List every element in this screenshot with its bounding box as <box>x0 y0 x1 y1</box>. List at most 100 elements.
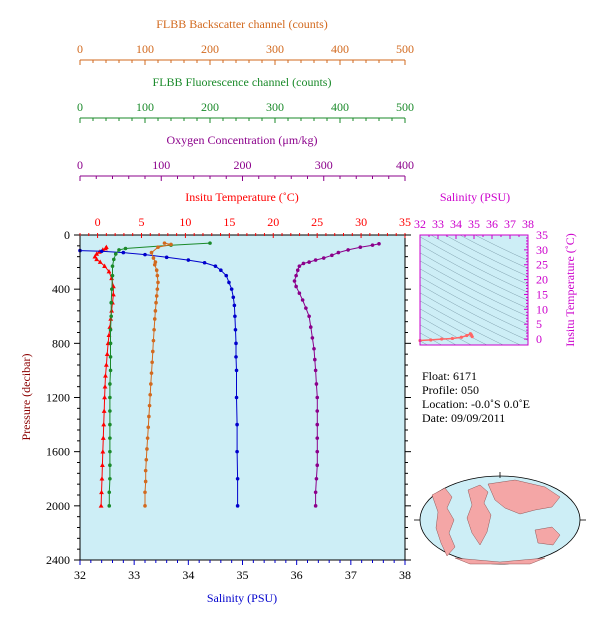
salinity-tick-label: 37 <box>345 568 357 582</box>
salinity-point <box>143 252 147 257</box>
backscatter-point <box>143 504 147 508</box>
fluorescence-point <box>113 252 118 256</box>
temperature-point <box>101 408 107 413</box>
oxygen-point <box>330 253 334 258</box>
oxygen-point <box>297 291 302 296</box>
salinity-profile-line <box>79 250 239 506</box>
salinity-tick-label: 34 <box>182 568 194 582</box>
oxygen-point <box>312 346 316 351</box>
oxygen-point <box>358 245 363 249</box>
backscatter-tick-label: 0 <box>77 42 83 56</box>
oxygen-point <box>307 260 311 264</box>
oxygen-point <box>294 273 298 278</box>
fluorescence-point <box>108 395 112 400</box>
salinity-point <box>202 260 207 265</box>
profile-label: Profile: 050 <box>422 383 479 397</box>
main-plot-background <box>80 235 405 560</box>
fluorescence-point <box>108 409 112 413</box>
salinity-point <box>164 255 169 260</box>
backscatter-point <box>149 250 154 255</box>
salinity-point <box>233 314 237 319</box>
salinity-point <box>235 449 239 454</box>
backscatter-point <box>152 262 157 267</box>
backscatter-point <box>149 382 153 386</box>
fluorescence-point <box>110 264 115 268</box>
temperature-point <box>100 449 106 454</box>
fluorescence-tick-label: 500 <box>396 100 414 114</box>
pressure-tick-label: 2400 <box>46 553 70 567</box>
salinity-tick-label: 35 <box>237 568 249 582</box>
fluorescence-point <box>108 449 112 454</box>
fluorescence-point <box>108 476 112 481</box>
backscatter-point <box>153 309 158 313</box>
ts-density-contour <box>444 235 528 277</box>
fluorescence-point <box>109 300 113 305</box>
backscatter-point <box>152 317 157 321</box>
oxygen-point <box>346 248 350 252</box>
ts-temperature-tick-label: 5 <box>536 317 542 331</box>
salinity-axis-title: Salinity (PSU) <box>207 591 277 605</box>
ts-salinity-tick-label: 37 <box>504 217 516 231</box>
fluorescence-point <box>108 368 113 373</box>
backscatter-point <box>156 280 160 285</box>
fluorescence-tick-label: 0 <box>77 100 83 114</box>
salinity-point <box>234 355 238 359</box>
backscatter-point <box>152 327 156 332</box>
backscatter-axis-title: FLBB Backscatter channel (counts) <box>156 17 328 31</box>
pressure-tick-label: 2000 <box>46 499 70 513</box>
oxygen-profile-line <box>293 243 380 506</box>
ts-temperature-tick-label: 0 <box>536 332 542 346</box>
oxygen-point <box>315 395 320 400</box>
oxygen-point <box>313 258 318 262</box>
temperature-point <box>103 373 108 378</box>
backscatter-tick-label: 300 <box>266 42 284 56</box>
backscatter-point <box>154 300 158 305</box>
backscatter-point <box>143 479 148 484</box>
salinity-point <box>235 476 240 481</box>
ts-point <box>470 335 474 339</box>
salinity-point <box>121 250 126 255</box>
fluorescence-tick-label: 200 <box>201 100 219 114</box>
fluorescence-point <box>110 287 114 291</box>
ts-density-contour <box>420 260 528 317</box>
oxygen-point <box>300 298 305 302</box>
temperature-point <box>102 384 108 389</box>
temperature-point <box>99 489 104 495</box>
fluorescence-point <box>108 341 113 346</box>
temperature-point <box>99 462 105 468</box>
world-map <box>414 472 586 565</box>
temperature-tick-label: 25 <box>311 215 323 229</box>
oxygen-point <box>315 409 320 413</box>
ts-temperature-tick-label: 35 <box>536 228 548 242</box>
temperature-point <box>103 245 108 251</box>
fluorescence-point <box>108 436 112 440</box>
salinity-point <box>213 264 218 268</box>
ts-point <box>440 337 444 341</box>
ts-point <box>429 338 433 342</box>
pressure-axis-title: Pressure (decibar) <box>19 354 33 441</box>
ts-salinity-tick-label: 32 <box>414 217 426 231</box>
backscatter-point <box>145 436 150 440</box>
oxygen-point <box>336 250 341 255</box>
oxygen-axis-title: Oxygen Concentration (μm/kg) <box>166 133 317 147</box>
world-map-antarctica <box>454 557 546 565</box>
fluorescence-axis-title: FLBB Fluorescence channel (counts) <box>153 75 332 89</box>
oxygen-point <box>314 476 319 481</box>
float-label: Float: 6171 <box>422 369 477 383</box>
temperature-point <box>94 256 100 262</box>
ts-density-contour <box>420 308 488 345</box>
backscatter-point <box>150 360 154 365</box>
fluorescence-point <box>208 241 212 245</box>
oxygen-point <box>315 463 320 468</box>
salinity-point <box>234 368 239 373</box>
oxygen-point <box>304 306 308 310</box>
temperature-point <box>101 421 107 427</box>
oxygen-tick-label: 100 <box>152 158 170 172</box>
backscatter-point <box>143 468 148 473</box>
ts-plot-frame <box>419 234 529 346</box>
ts-temperature-tick-label: 25 <box>536 258 548 272</box>
salinity-point <box>224 273 229 278</box>
backscatter-point <box>162 241 167 245</box>
world-map-americas <box>431 487 456 557</box>
fluorescence-point <box>108 355 113 359</box>
